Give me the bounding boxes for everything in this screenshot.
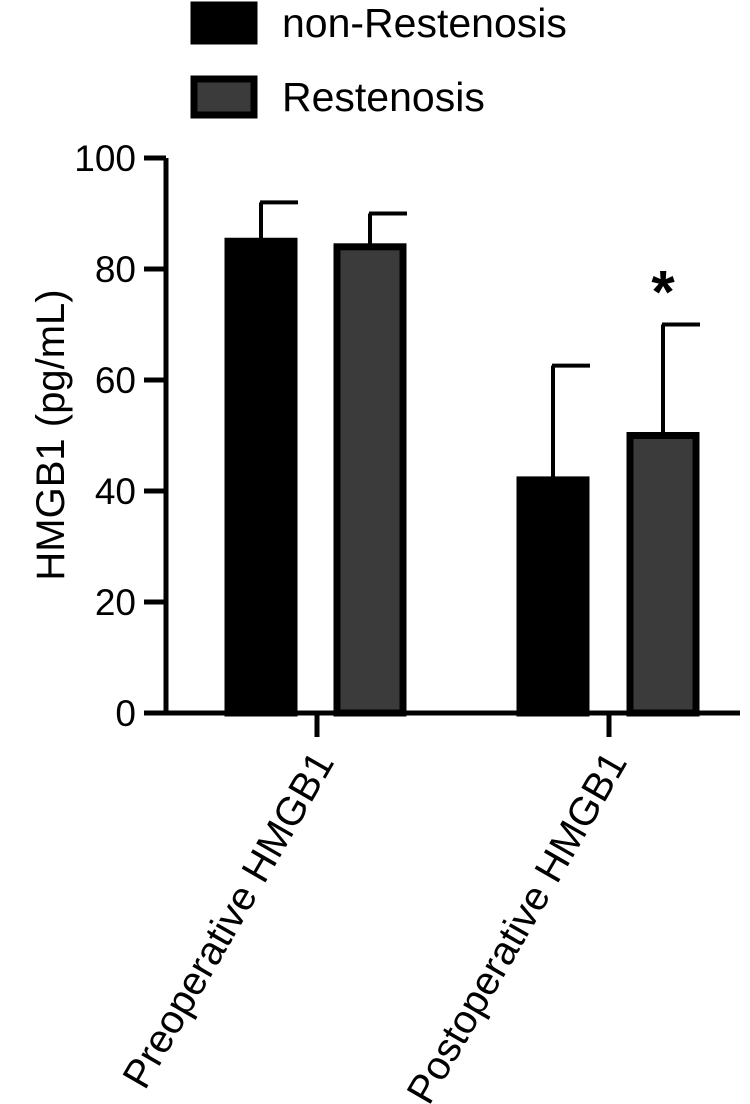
y-tick-label: 100 [74,138,136,179]
y-axis-title: HMGB1 (pg/mL) [29,289,73,580]
y-axis: 0 20 40 60 80 100 [74,138,169,734]
bars: * [224,200,700,717]
legend-label: non-Restenosis [282,0,567,46]
y-tick-label: 0 [115,693,136,734]
legend-label: Restenosis [282,74,485,120]
bar [516,476,590,717]
bar [626,432,700,717]
bar [224,237,298,717]
bar [333,243,407,717]
legend: non-Restenosis Restenosis [190,0,567,120]
y-tick-label: 20 [95,582,136,623]
y-tick-label: 60 [95,360,136,401]
y-tick-label: 80 [95,249,136,290]
significance-marker: * [651,259,675,326]
x-category-label: Preoperative HMGB1 [115,745,343,1096]
x-axis: Preoperative HMGB1 Postoperative HMGB1 [115,710,740,1104]
x-category-label: Postoperative HMGB1 [399,745,636,1104]
y-tick-label: 40 [95,471,136,512]
legend-swatch [190,75,258,119]
legend-swatch [190,1,258,45]
